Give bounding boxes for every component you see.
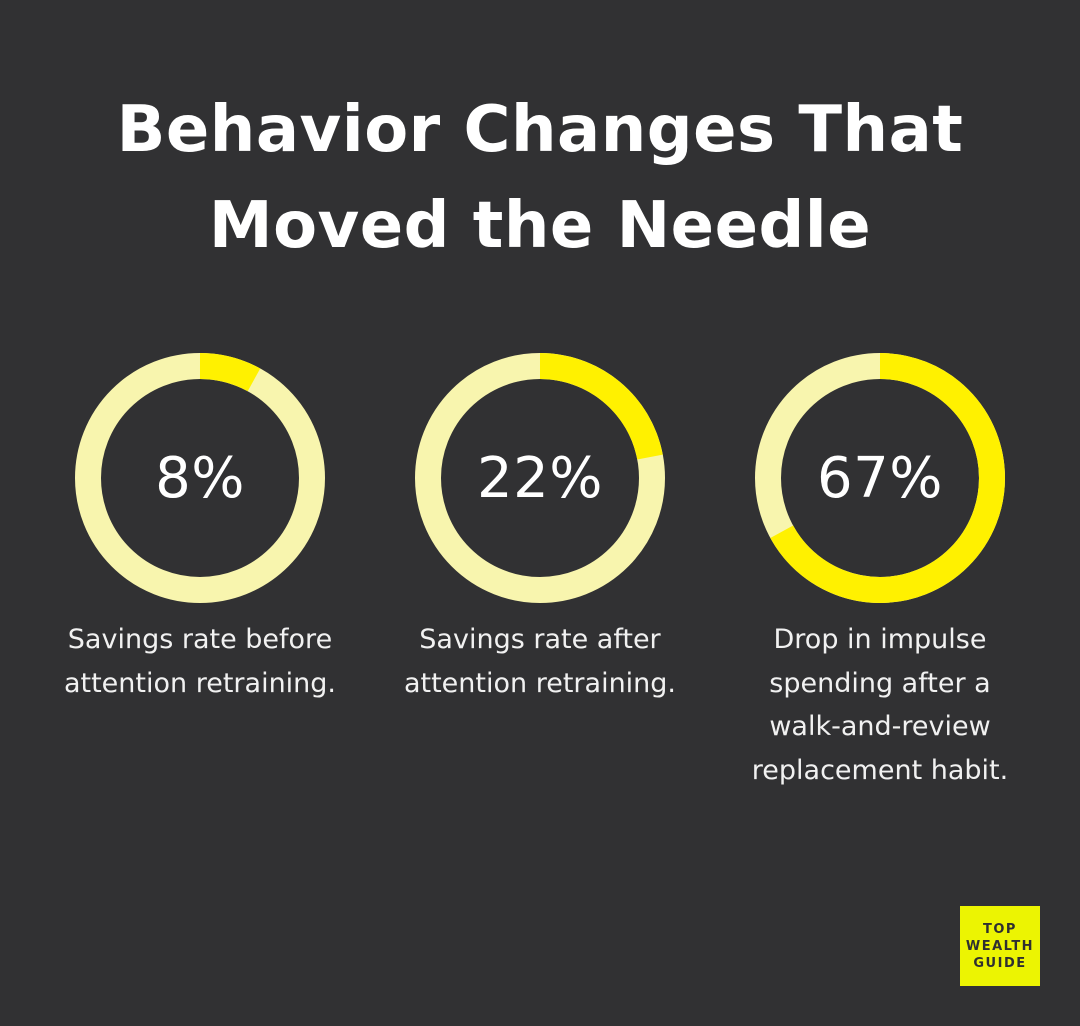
donut-ring-svg (415, 353, 665, 603)
donut-fill-arc (755, 353, 1005, 603)
stat-caption: Drop in impulse spending after a walk-an… (751, 624, 1009, 787)
brand-badge-line: GUIDE (973, 955, 1027, 971)
infographic-title: Behavior Changes That Moved the Needle (116, 93, 964, 263)
brand-badge: TOP WEALTH GUIDE (960, 906, 1040, 986)
donut-value-label: 22% (477, 445, 603, 511)
stat-card: 67% Drop in impulse spending after a wal… (710, 353, 1050, 793)
stat-card: 8% Savings rate before attention retrain… (30, 353, 370, 705)
stat-caption: Savings rate after attention retraining. (403, 624, 677, 699)
donut-fill-arc (415, 353, 665, 603)
donut-value-label: 67% (817, 445, 943, 511)
donut-chart: 8% (75, 353, 325, 603)
donut-value-label: 8% (155, 445, 245, 511)
donut-chart: 22% (415, 353, 665, 603)
stats-row: 8% Savings rate before attention retrain… (30, 353, 1050, 793)
stat-card: 22% Savings rate after attention retrain… (370, 353, 710, 705)
donut-ring-svg (75, 353, 325, 603)
donut-ring-svg (755, 353, 1005, 603)
donut-fill-arc (75, 353, 325, 603)
brand-badge-line: TOP (983, 921, 1017, 937)
stat-caption: Savings rate before attention retraining… (63, 624, 337, 699)
donut-chart: 67% (755, 353, 1005, 603)
brand-badge-line: WEALTH (965, 938, 1035, 954)
